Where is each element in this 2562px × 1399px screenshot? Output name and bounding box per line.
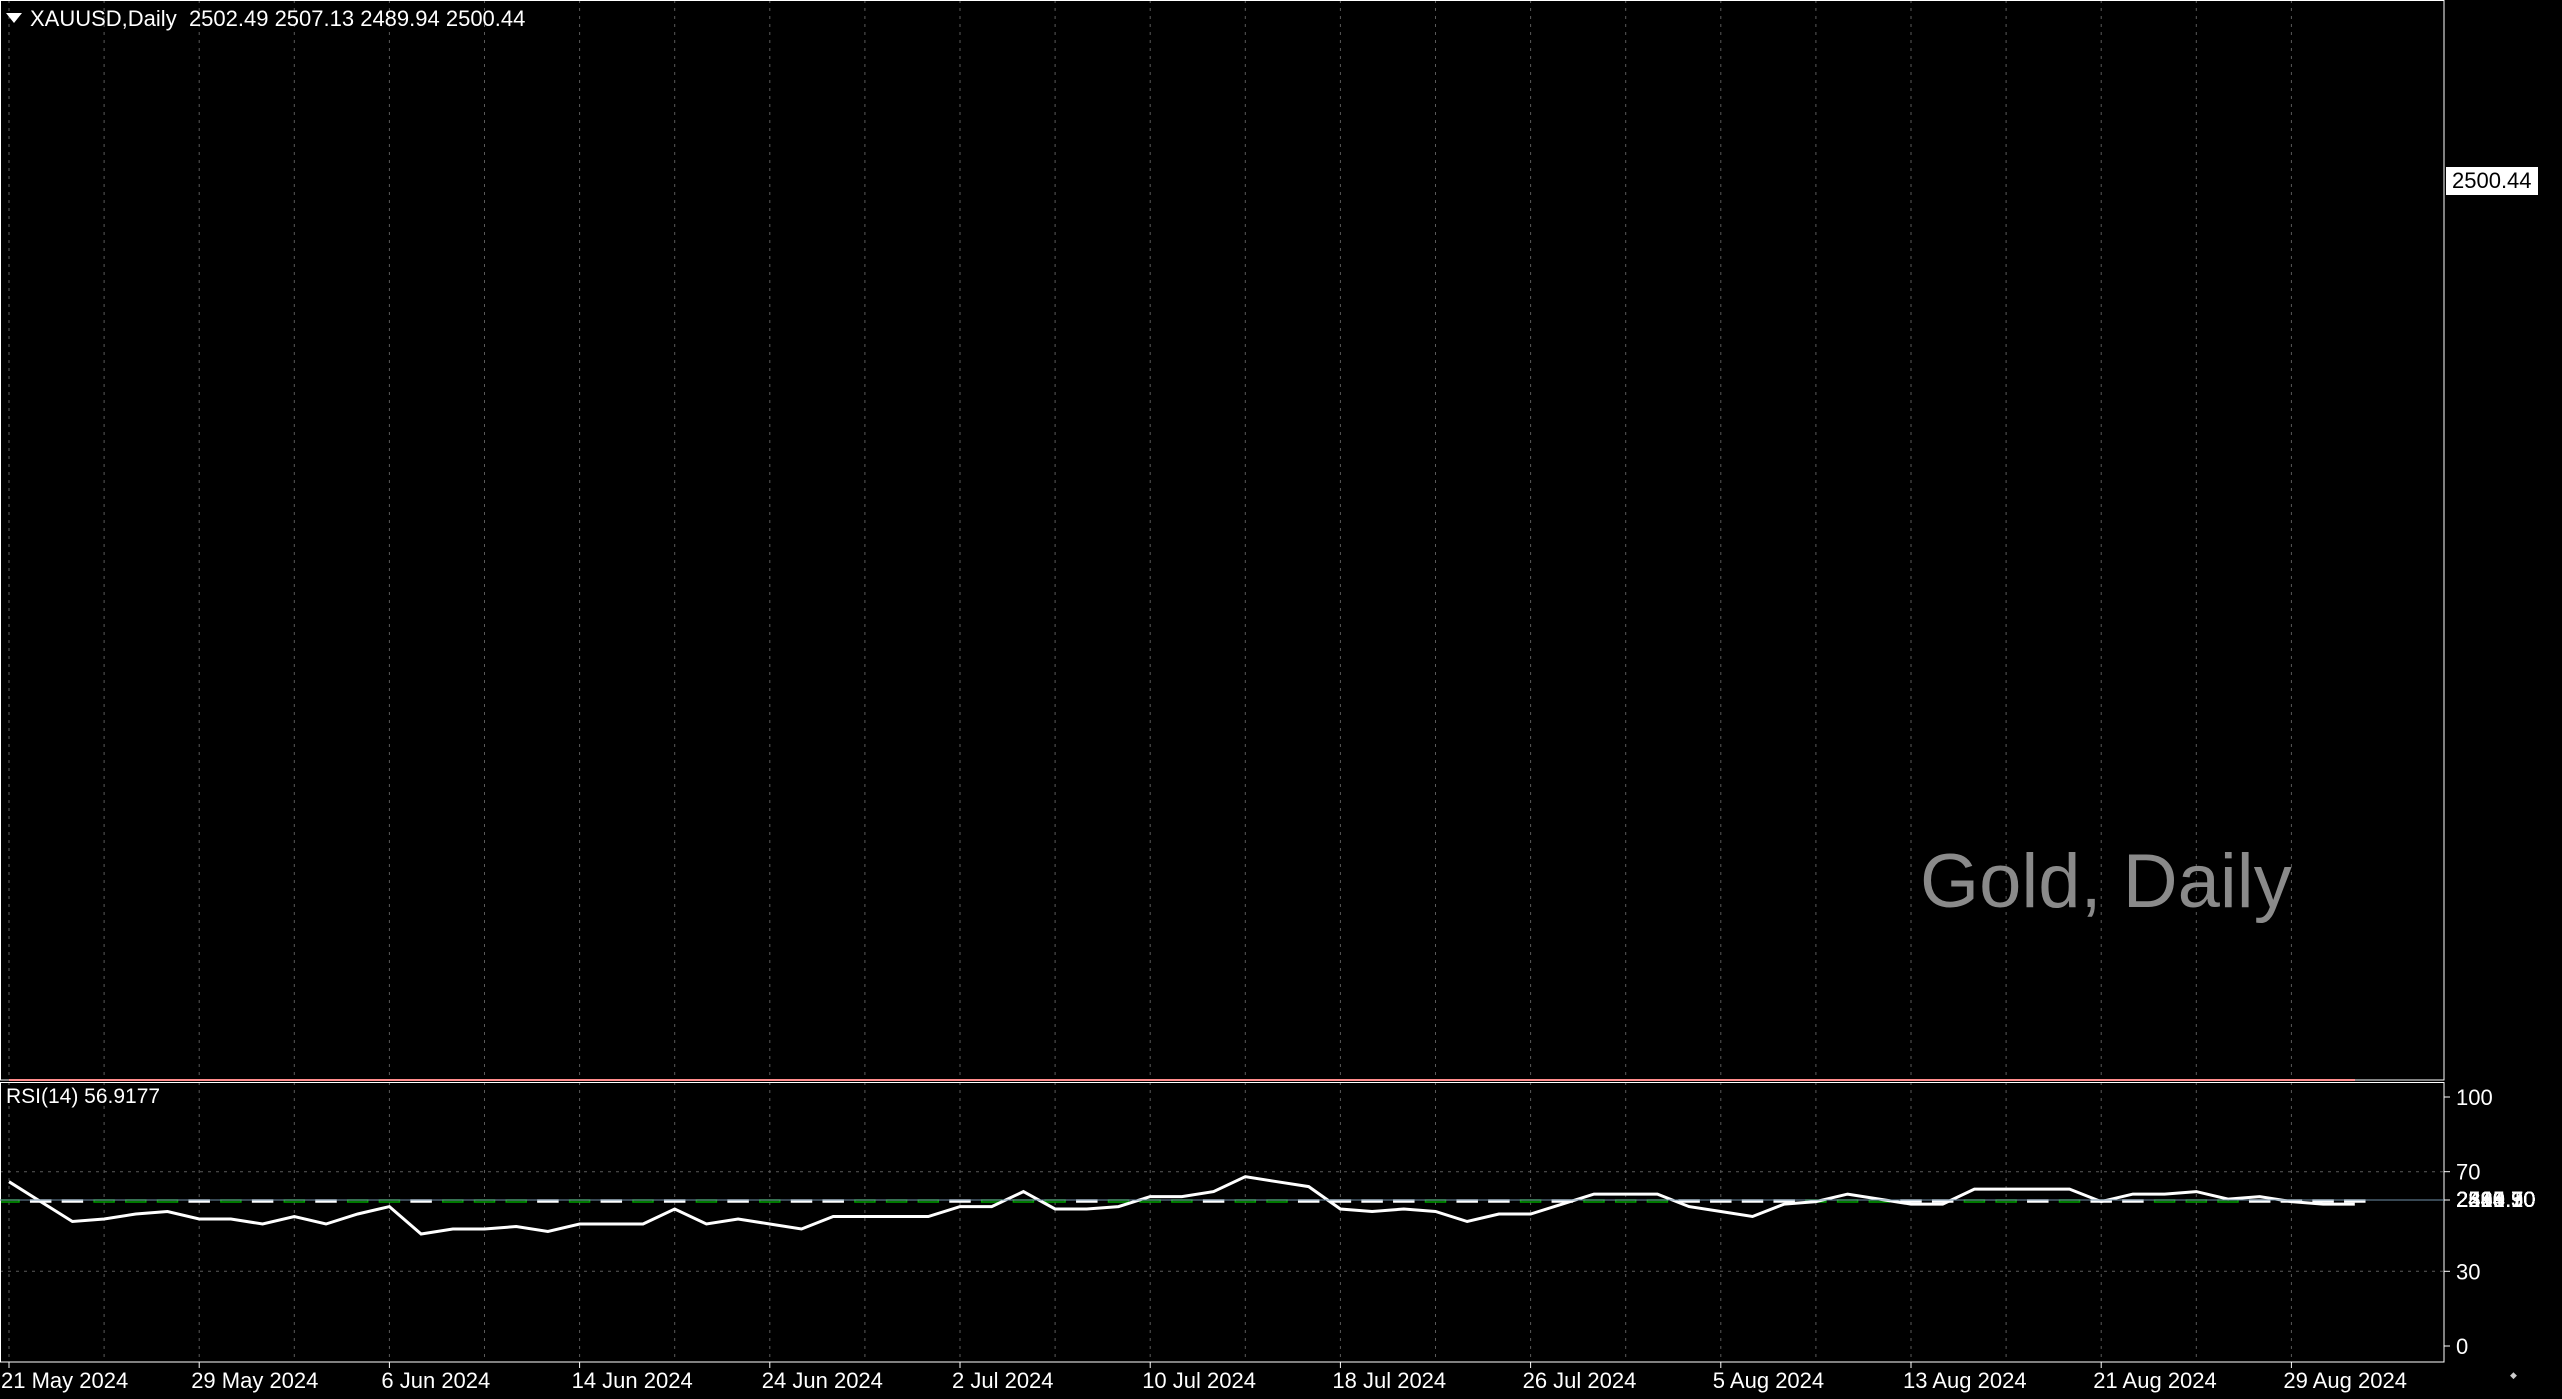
rsi-panel-border [0,1082,2445,1363]
rsi-panel [8,1175,2355,1236]
x-tick-label: 2 Jul 2024 [952,1368,1054,1393]
rsi-y-tick-label: 100 [2456,1085,2493,1110]
rsi-y-tick-label: 0 [2456,1334,2468,1359]
rsi-line [8,1175,2355,1236]
symbol-label: XAUUSD,Daily [30,6,177,31]
x-tick-label: 5 Aug 2024 [1713,1368,1824,1393]
x-tick-label: 29 Aug 2024 [2283,1368,2407,1393]
y-tick-label: 2320.50 [2456,1187,2536,1212]
x-tick-label: 26 Jul 2024 [1523,1368,1637,1393]
logo-icon: ◆ [2510,1370,2517,1380]
chart-watermark: Gold, Daily [1920,839,2292,924]
x-tick-label: 14 Jun 2024 [572,1368,693,1393]
y-tick-label: 2463.10 [2456,1187,2536,1212]
grid [0,0,2444,1362]
y-tick-label: 2534.50 [2456,1187,2536,1212]
y-tick-label: 2415.70 [2456,1187,2536,1212]
current-price-badge: 2500.44 [2446,167,2538,195]
x-tick-label: 13 Aug 2024 [1903,1368,2027,1393]
x-tick-label: 21 May 2024 [1,1368,128,1393]
y-tick-label: 2296.70 [2456,1187,2536,1212]
y-tick-label: 2486.90 [2456,1187,2536,1212]
rsi-label: RSI(14) 56.9177 [6,1085,161,1108]
y-tick-label: 2368.10 [2456,1187,2536,1212]
x-tick-label: 18 Jul 2024 [1332,1368,1446,1393]
y-tick-label: 2439.30 [2456,1187,2536,1212]
x-tick-label: 10 Jul 2024 [1142,1368,1256,1393]
x-tick-label: 29 May 2024 [191,1368,318,1393]
collapse-triangle-icon[interactable] [6,13,22,24]
ohlc-values: 2502.49 2507.13 2489.94 2500.44 [188,6,526,31]
x-tick-label: 24 Jun 2024 [762,1368,883,1393]
main-panel-border [0,0,2445,1081]
rsi-y-tick-label: 70 [2456,1160,2480,1185]
chart-header[interactable]: XAUUSD,Daily 2502.49 2507.13 2489.94 250… [6,6,525,32]
y-tick-label: 2391.90 [2456,1187,2536,1212]
y-tick-label: 2510.70 [2456,1187,2536,1212]
x-tick-label: 21 Aug 2024 [2093,1368,2217,1393]
y-tick-label: 2344.30 [2456,1187,2536,1212]
rsi-y-tick-label: 30 [2456,1259,2480,1284]
x-tick-label: 6 Jun 2024 [381,1368,490,1393]
